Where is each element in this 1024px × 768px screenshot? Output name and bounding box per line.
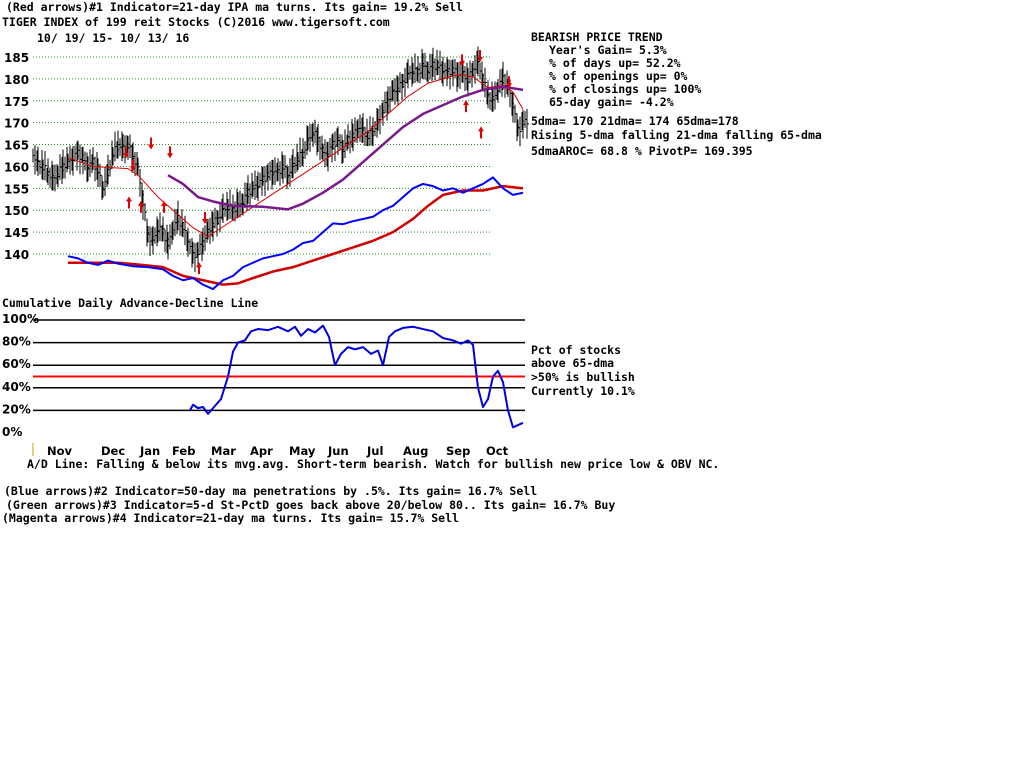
ad-line [67,176,524,291]
indicator-3-label: (Green arrows)#3 Indicator=5-d St-PctD g… [6,498,616,512]
stat-line: % of openings up= 0% [549,69,688,83]
y-tick-label: 185 [4,51,29,65]
ma21-line [67,74,524,237]
month-label: Mar [211,444,236,458]
buy-arrowhead [196,262,202,268]
buy-arrowhead [126,196,132,202]
sell-arrowhead [148,144,154,150]
month-labels: Nov Dec Jan Feb Mar Apr May Jun Jul Aug Sep Oct [32,443,509,458]
stat-line: % of days up= 52.2% [549,56,681,70]
month-label: Jan [139,444,160,458]
month-label: Jun [327,444,349,458]
y-tick-label: 180 [4,73,29,87]
pct-lines [189,324,524,429]
pct-note: >50% is bullish [531,370,635,384]
stat-line: Year's Gain= 5.3% [549,43,667,57]
pct-tick-label: 40% [2,380,31,394]
month-label: May [289,444,316,458]
month-label: Jul [366,444,383,458]
pct-tick-label: 20% [2,402,31,416]
y-tick-label: 165 [4,139,29,153]
pct-gridlines [33,319,525,412]
price-lines [67,74,524,291]
buy-arrowhead [161,200,167,206]
month-label: Apr [250,444,273,458]
buy-arrowhead [478,126,484,132]
pct-tick-label: 0% [2,425,22,439]
ma65-line [167,85,524,211]
y-tick-label: 155 [4,182,29,196]
month-label: Sep [446,444,470,458]
y-tick-label: 175 [4,95,29,109]
sell-arrowhead [123,153,129,159]
y-tick-label: 170 [4,117,29,131]
date-range: 10/ 19/ 15- 10/ 13/ 16 [37,31,190,45]
price-bars [32,46,529,273]
price-y-ticks: 140 145 150 155 160 165 170 175 180 185 [4,51,29,262]
stat-line: 65-day gain= -4.2% [549,95,674,109]
y-tick-label: 145 [4,226,29,240]
sell-arrowhead [459,61,465,67]
ad-ma-line [68,184,524,286]
dma-values: 5dma= 170 21dma= 174 65dma=178 [531,114,739,128]
pct-above-65dma-line [189,324,524,429]
trend-heading: BEARISH PRICE TREND [531,30,663,44]
aroc-pivot: 5dmaAROC= 68.8 % PivotP= 169.395 [531,144,753,158]
indicator-1-label: (Red arrows)#1 Indicator=21-day IPA ma t… [6,0,463,14]
chart-title: TIGER INDEX of 199 reit Stocks (C)2016 w… [2,15,390,29]
indicator-2-label: (Blue arrows)#2 Indicator=50-day ma pene… [4,484,538,498]
buy-arrowhead [463,100,469,106]
sell-arrowhead [202,218,208,224]
ad-line-comment: A/D Line: Falling & below its mvg.avg. S… [27,457,720,471]
buy-arrowhead [138,200,144,206]
signal-arrows [123,50,512,275]
month-label: Dec [101,444,125,458]
pct-note-current: Currently 10.1% [531,384,635,398]
price-gridlines [33,56,490,255]
panel2-title: Cumulative Daily Advance-Decline Line [2,296,259,310]
dma-trend: Rising 5-dma falling 21-dma falling 65-d… [531,128,822,142]
month-label: Aug [403,444,428,458]
pct-tick-label: 100% [2,312,39,326]
stat-line: % of closings up= 100% [549,82,702,96]
sell-arrowhead [167,153,173,159]
pct-y-ticks: 0% 20% 40% 60% 80% 100% [2,312,39,439]
pct-note: Pct of stocks [531,343,622,357]
sell-arrowhead [130,166,136,172]
month-label: Nov [47,444,73,458]
pct-note: above 65-dma [531,356,615,370]
sell-arrowhead [477,57,483,62]
month-label: Oct [486,444,509,458]
y-tick-label: 150 [4,204,29,218]
indicator-4-label: (Magenta arrows)#4 Indicator=21-day ma t… [2,511,459,525]
pct-tick-label: 60% [2,357,31,371]
y-tick-label: 160 [4,160,29,174]
month-label: Feb [172,444,195,458]
sell-arrowhead [506,83,512,89]
y-tick-label: 140 [4,248,29,262]
pct-tick-label: 80% [2,335,31,349]
